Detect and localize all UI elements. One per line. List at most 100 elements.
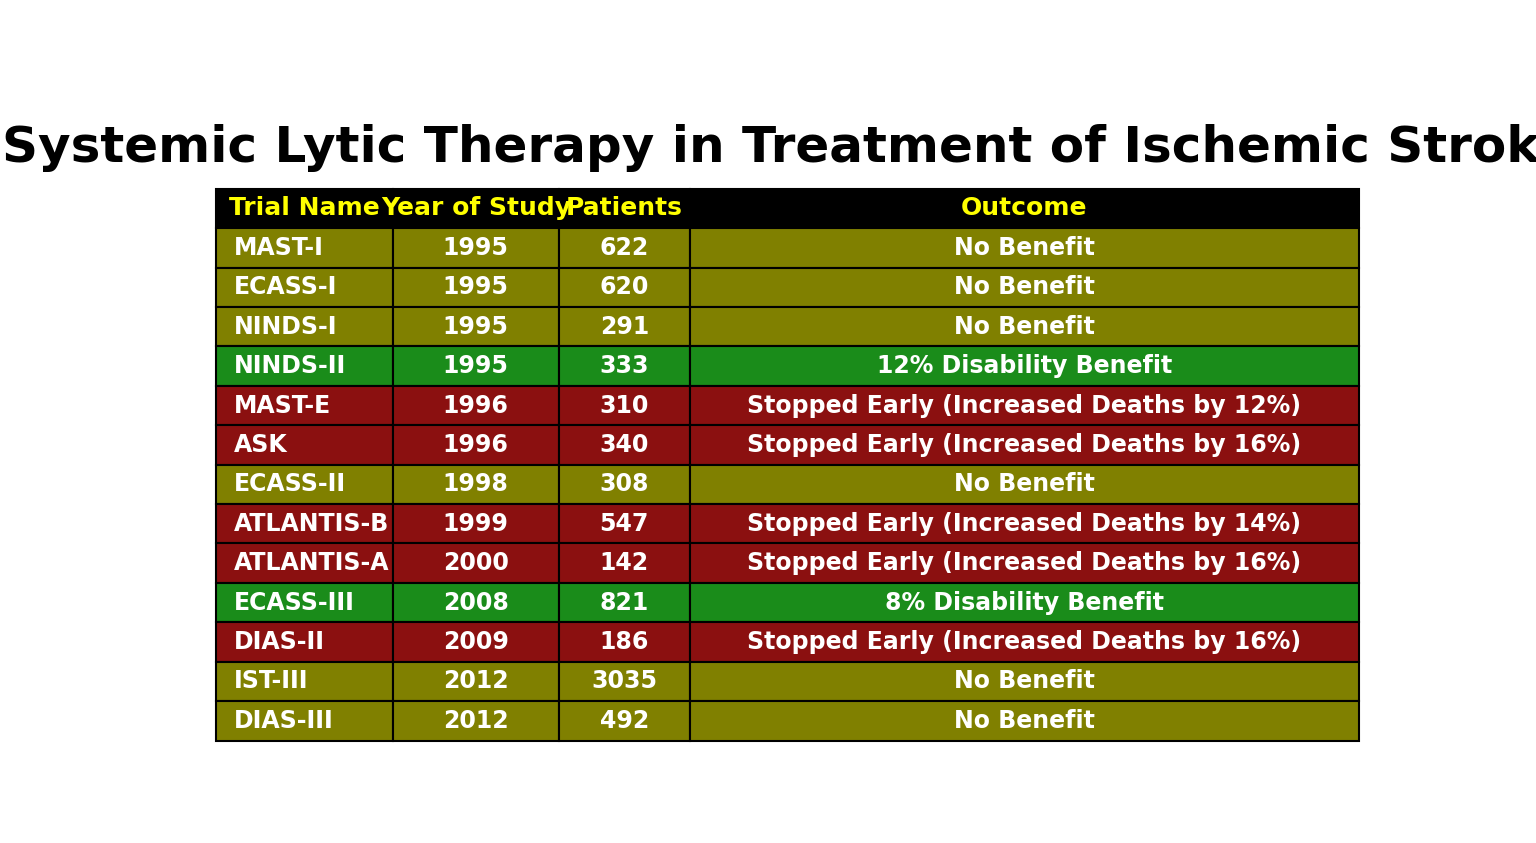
Text: 3035: 3035 xyxy=(591,669,657,694)
Text: No Benefit: No Benefit xyxy=(954,236,1095,260)
Text: 1995: 1995 xyxy=(442,236,508,260)
Text: Patients: Patients xyxy=(565,196,684,221)
Text: 2000: 2000 xyxy=(442,551,508,575)
Bar xyxy=(690,386,1359,425)
Text: 2009: 2009 xyxy=(442,630,508,654)
Text: 308: 308 xyxy=(599,472,650,497)
Bar xyxy=(690,662,1359,701)
Text: Stopped Early (Increased Deaths by 14%): Stopped Early (Increased Deaths by 14%) xyxy=(748,512,1301,536)
Bar xyxy=(215,189,393,228)
Text: No Benefit: No Benefit xyxy=(954,709,1095,733)
Bar xyxy=(690,307,1359,346)
Text: Stopped Early (Increased Deaths by 16%): Stopped Early (Increased Deaths by 16%) xyxy=(748,630,1301,654)
Bar xyxy=(559,464,690,504)
Bar xyxy=(690,267,1359,307)
Text: 8% Disability Benefit: 8% Disability Benefit xyxy=(885,591,1164,615)
Text: 12% Disability Benefit: 12% Disability Benefit xyxy=(877,354,1172,379)
Text: Stopped Early (Increased Deaths by 16%): Stopped Early (Increased Deaths by 16%) xyxy=(748,433,1301,457)
Bar xyxy=(559,228,690,267)
Text: ECASS-III: ECASS-III xyxy=(233,591,355,615)
Text: ECASS-II: ECASS-II xyxy=(233,472,346,497)
Bar xyxy=(690,622,1359,662)
Bar xyxy=(215,307,393,346)
Bar xyxy=(393,228,559,267)
Text: 1995: 1995 xyxy=(442,354,508,379)
Text: 2012: 2012 xyxy=(442,709,508,733)
Bar xyxy=(215,583,393,622)
Bar xyxy=(559,622,690,662)
Text: 492: 492 xyxy=(599,709,650,733)
Bar xyxy=(559,701,690,740)
Bar xyxy=(690,583,1359,622)
Bar xyxy=(215,464,393,504)
Bar xyxy=(215,504,393,544)
Bar xyxy=(393,307,559,346)
Text: 1995: 1995 xyxy=(442,314,508,339)
Text: DIAS-II: DIAS-II xyxy=(233,630,324,654)
Bar xyxy=(559,346,690,386)
Bar xyxy=(690,504,1359,544)
Text: MAST-I: MAST-I xyxy=(233,236,324,260)
Text: MAST-E: MAST-E xyxy=(233,394,330,417)
Bar xyxy=(559,189,690,228)
Bar xyxy=(393,425,559,464)
Text: 142: 142 xyxy=(599,551,648,575)
Text: Systemic Lytic Therapy in Treatment of Ischemic Stroke: Systemic Lytic Therapy in Treatment of I… xyxy=(2,124,1536,172)
Text: DIAS-III: DIAS-III xyxy=(233,709,333,733)
Bar xyxy=(690,464,1359,504)
Bar xyxy=(215,701,393,740)
Text: IST-III: IST-III xyxy=(233,669,309,694)
Bar xyxy=(393,386,559,425)
Bar xyxy=(215,425,393,464)
Text: 333: 333 xyxy=(599,354,650,379)
Bar xyxy=(215,662,393,701)
Text: No Benefit: No Benefit xyxy=(954,669,1095,694)
Text: ECASS-I: ECASS-I xyxy=(233,276,336,299)
Bar xyxy=(393,622,559,662)
Bar xyxy=(690,701,1359,740)
Text: NINDS-II: NINDS-II xyxy=(233,354,346,379)
Text: Trial Name: Trial Name xyxy=(229,196,379,221)
Text: Stopped Early (Increased Deaths by 16%): Stopped Early (Increased Deaths by 16%) xyxy=(748,551,1301,575)
Text: 1995: 1995 xyxy=(442,276,508,299)
Text: 1996: 1996 xyxy=(442,433,508,457)
Bar xyxy=(393,346,559,386)
Text: 1999: 1999 xyxy=(442,512,508,536)
Bar xyxy=(690,346,1359,386)
Text: No Benefit: No Benefit xyxy=(954,472,1095,497)
Bar xyxy=(559,583,690,622)
Bar xyxy=(215,267,393,307)
Bar xyxy=(215,386,393,425)
Text: NINDS-I: NINDS-I xyxy=(233,314,338,339)
Bar xyxy=(690,189,1359,228)
Bar xyxy=(393,544,559,583)
Bar xyxy=(393,189,559,228)
Bar xyxy=(215,228,393,267)
Text: ASK: ASK xyxy=(233,433,287,457)
Bar xyxy=(393,583,559,622)
Bar xyxy=(559,267,690,307)
Text: 547: 547 xyxy=(599,512,650,536)
Text: 2008: 2008 xyxy=(442,591,508,615)
Text: No Benefit: No Benefit xyxy=(954,314,1095,339)
Bar xyxy=(559,307,690,346)
Text: 310: 310 xyxy=(599,394,650,417)
Text: 291: 291 xyxy=(599,314,650,339)
Text: ATLANTIS-A: ATLANTIS-A xyxy=(233,551,389,575)
Bar xyxy=(559,544,690,583)
Bar xyxy=(215,622,393,662)
Bar xyxy=(690,228,1359,267)
Text: 622: 622 xyxy=(599,236,650,260)
Bar xyxy=(393,267,559,307)
Text: Stopped Early (Increased Deaths by 12%): Stopped Early (Increased Deaths by 12%) xyxy=(748,394,1301,417)
Bar xyxy=(559,425,690,464)
Text: 2012: 2012 xyxy=(442,669,508,694)
Bar xyxy=(215,346,393,386)
Bar xyxy=(559,504,690,544)
Bar xyxy=(393,662,559,701)
Bar xyxy=(215,544,393,583)
Bar xyxy=(559,386,690,425)
Bar xyxy=(393,504,559,544)
Text: 1996: 1996 xyxy=(442,394,508,417)
Text: Outcome: Outcome xyxy=(962,196,1087,221)
